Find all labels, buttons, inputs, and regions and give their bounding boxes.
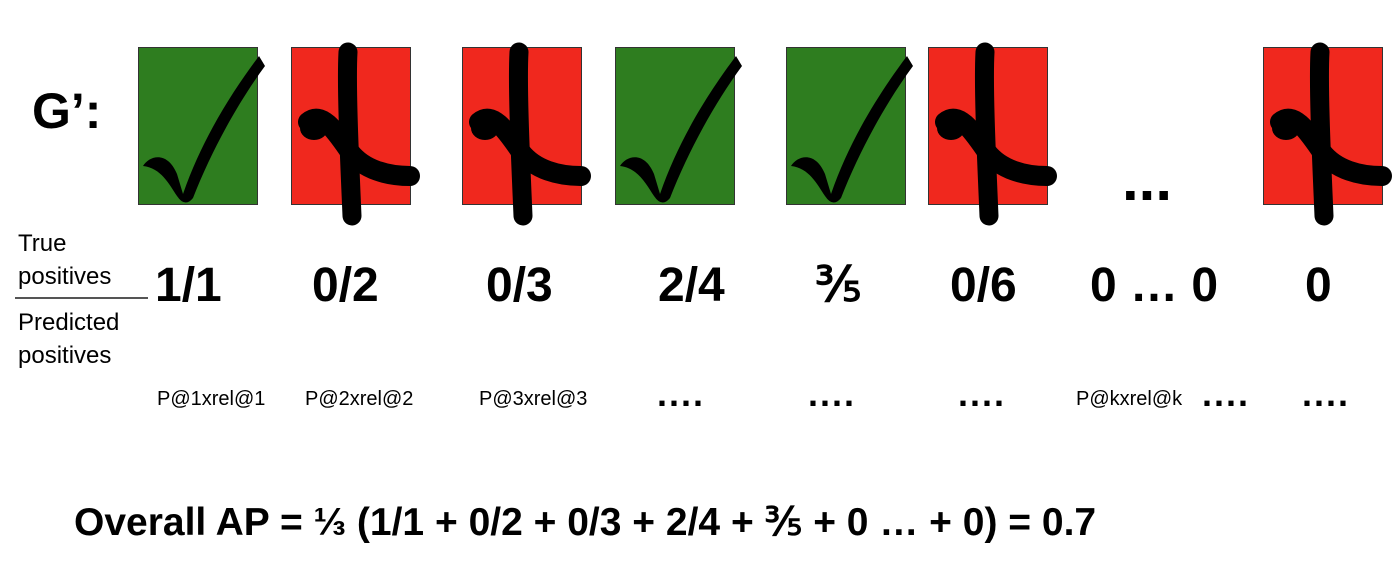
precision-term: P@1xrel@1	[157, 388, 266, 410]
precision-term-ellipsis: ....	[808, 373, 857, 414]
denominator-label-line2: positives	[18, 342, 112, 369]
precision-term-ellipsis: ....	[1202, 373, 1251, 414]
fraction-value: 2/4	[658, 259, 725, 312]
result-box-irrelevant	[462, 42, 591, 226]
crossed-check-icon	[298, 42, 420, 226]
crossed-check-icon	[469, 42, 591, 226]
precision-term-ellipsis: ....	[657, 373, 706, 414]
crossed-check-icon	[935, 42, 1057, 226]
result-box-irrelevant	[1263, 42, 1392, 226]
result-box-relevant	[786, 47, 913, 205]
precision-term: P@2xrel@2	[305, 388, 414, 410]
precision-term-ellipsis: ....	[958, 373, 1007, 414]
result-box-relevant	[138, 47, 265, 205]
precision-term: P@kxrel@k	[1076, 388, 1183, 410]
ellipsis: ...	[1122, 146, 1173, 213]
checkmark-icon	[143, 56, 265, 203]
fraction-divider	[15, 297, 148, 299]
fraction-value: 0 … 0	[1090, 259, 1219, 312]
overall-ap-formula: Overall AP = ⅓ (1/1 + 0/2 + 0/3 + 2/4 + …	[74, 501, 1097, 544]
denominator-label-line1: Predicted	[18, 309, 120, 336]
fraction-value: 0	[1305, 259, 1332, 312]
result-box-irrelevant	[928, 42, 1057, 226]
precision-term: P@3xrel@3	[479, 388, 588, 410]
checkmark-icon	[791, 56, 913, 203]
fraction-value: 0/2	[312, 259, 379, 312]
crossed-check-icon	[1270, 42, 1392, 226]
precision-term-ellipsis: ....	[1302, 373, 1351, 414]
sequence-label: G’:	[32, 83, 102, 139]
fraction-value: ⅗	[815, 259, 862, 312]
result-box-irrelevant	[291, 42, 420, 226]
numerator-label-line2: positives	[18, 263, 112, 290]
fraction-value: 0/6	[950, 259, 1017, 312]
fraction-value: 0/3	[486, 259, 553, 312]
checkmark-icon	[620, 56, 742, 203]
numerator-label-line1: True	[18, 230, 67, 257]
result-box-relevant	[615, 47, 742, 205]
fraction-value: 1/1	[155, 259, 222, 312]
